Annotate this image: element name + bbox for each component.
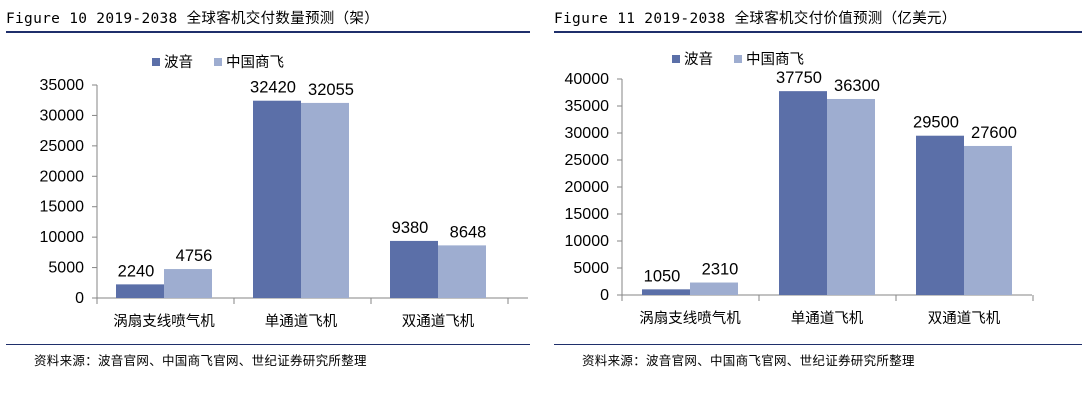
bar-value-label: 37750	[776, 69, 822, 87]
bar	[253, 100, 301, 298]
legend-label: 波音	[684, 51, 713, 68]
y-tick-label: 30000	[565, 125, 610, 142]
legend-swatch	[214, 58, 222, 66]
y-tick-label: 15000	[565, 206, 610, 223]
bar-value-label: 27600	[971, 124, 1017, 142]
bar-value-label: 2310	[702, 261, 739, 279]
x-category-label: 双通道飞机	[928, 310, 1001, 327]
x-category-label: 双通道飞机	[402, 313, 475, 330]
legend-label: 波音	[164, 54, 193, 71]
bar-value-label: 1050	[644, 267, 681, 285]
title-rule	[6, 31, 530, 33]
bar-value-label: 29500	[913, 114, 959, 132]
bar	[964, 145, 1012, 295]
y-tick-label: 10000	[40, 229, 85, 246]
y-tick-label: 30000	[40, 107, 85, 124]
deliveries-value-chart: 0 5000 10000 15000 20000 25000 30000 35000 40000…	[565, 51, 1034, 327]
legend-label: 中国商飞	[746, 51, 804, 68]
bar-value-label: 9380	[392, 219, 429, 237]
bar	[390, 240, 438, 298]
legend-swatch	[672, 55, 680, 63]
bar	[642, 289, 690, 295]
y-tick-label: 25000	[40, 138, 85, 155]
figure-title: Figure 10 2019-2038 全球客机交付数量预测（架）	[6, 11, 379, 27]
bar	[779, 91, 827, 296]
legend-swatch	[734, 55, 742, 63]
y-tick-label: 25000	[565, 152, 610, 169]
legend-swatch	[152, 58, 160, 66]
bar-value-label: 4756	[176, 247, 213, 265]
bar-value-label: 32420	[250, 79, 296, 97]
source-rule	[554, 344, 1082, 345]
bar	[916, 135, 964, 295]
bar	[164, 269, 212, 298]
bar-value-label: 2240	[118, 262, 155, 280]
source-note: 资料来源：波音官网、中国商飞官网、世纪证券研究所整理	[582, 353, 915, 368]
x-category-label: 涡扇支线喷气机	[639, 310, 741, 327]
x-category-label: 涡扇支线喷气机	[113, 313, 215, 330]
figure-title: Figure 11 2019-2038 全球客机交付价值预测（亿美元）	[554, 11, 957, 27]
y-tick-label: 20000	[40, 168, 85, 185]
y-tick-label: 15000	[40, 199, 85, 216]
bar	[690, 282, 738, 295]
figure-10-panel: Figure 10 2019-2038 全球客机交付数量预测（架） 0 5000 1…	[0, 0, 530, 403]
y-tick-label: 40000	[565, 71, 610, 88]
bar-value-label: 36300	[834, 77, 880, 95]
source-rule	[6, 344, 530, 345]
bar	[827, 98, 875, 295]
y-tick-label: 5000	[573, 260, 609, 277]
bar-value-label: 8648	[450, 223, 487, 241]
bar	[116, 284, 164, 298]
legend-label: 中国商飞	[226, 54, 284, 71]
y-tick-label: 10000	[565, 233, 610, 250]
bar	[301, 102, 349, 299]
y-tick-label: 0	[75, 290, 84, 307]
source-note: 资料来源：波音官网、中国商飞官网、世纪证券研究所整理	[34, 353, 367, 368]
deliveries-count-chart: 0 5000 10000 15000 20000 25000 30000 35000 2240 4…	[40, 54, 528, 330]
y-tick-label: 20000	[565, 179, 610, 196]
y-tick-label: 35000	[565, 98, 610, 115]
x-category-label: 单通道飞机	[265, 313, 338, 330]
y-tick-label: 5000	[48, 260, 84, 277]
x-category-label: 单通道飞机	[791, 310, 864, 327]
bar-value-label: 32055	[308, 81, 354, 99]
bar	[438, 245, 486, 298]
figure-11-panel: Figure 11 2019-2038 全球客机交付价值预测（亿美元） 0 500…	[548, 0, 1082, 403]
y-tick-label: 0	[600, 287, 609, 304]
y-tick-label: 35000	[40, 77, 85, 94]
title-rule	[554, 31, 1082, 33]
